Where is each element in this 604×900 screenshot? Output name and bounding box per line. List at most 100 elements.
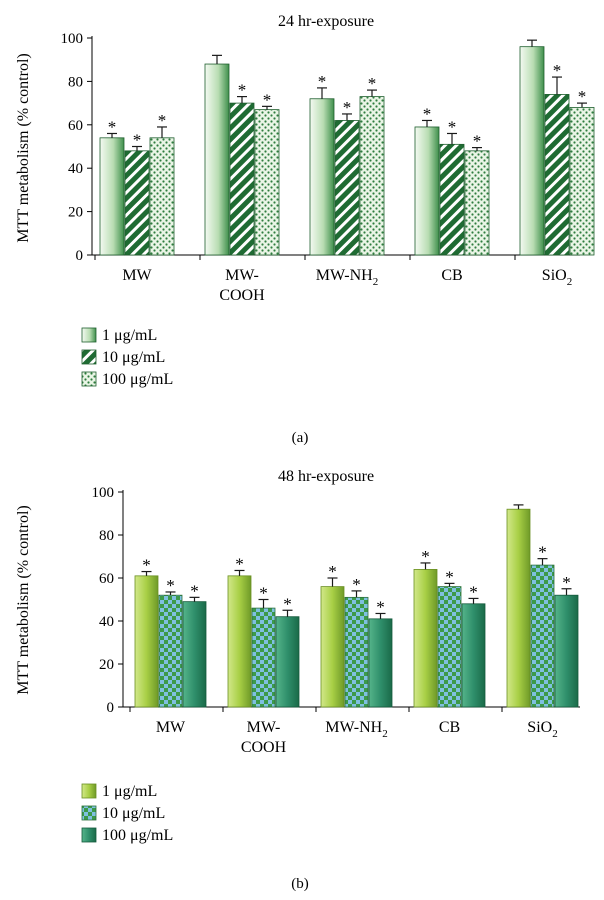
significance-marker: * bbox=[235, 554, 244, 573]
significance-marker: * bbox=[263, 90, 272, 109]
x-tick-label: SiO2 bbox=[527, 719, 557, 740]
bar bbox=[439, 143, 465, 256]
significance-marker: * bbox=[283, 594, 292, 613]
significance-marker: * bbox=[259, 584, 268, 603]
bar bbox=[544, 94, 570, 256]
y-tick-label: 80 bbox=[99, 528, 114, 544]
chart-24hr: 24 hr-exposure MTT metabolism (% control… bbox=[15, 13, 595, 446]
significance-marker: * bbox=[423, 104, 432, 123]
y-axis-label: MTT metabolism (% control) bbox=[15, 505, 32, 694]
y-tick-label: 60 bbox=[68, 118, 83, 134]
significance-marker: * bbox=[445, 567, 454, 586]
panel-label: (a) bbox=[292, 430, 309, 446]
significance-marker: * bbox=[343, 98, 352, 117]
y-tick-label: 80 bbox=[68, 74, 83, 90]
legend-label: 100 μg/mL bbox=[102, 371, 173, 388]
significance-marker: * bbox=[318, 72, 327, 91]
significance-marker: * bbox=[190, 581, 199, 600]
bar bbox=[414, 126, 440, 256]
significance-marker: * bbox=[142, 556, 151, 575]
x-tick-label: COOH bbox=[219, 287, 265, 304]
bar bbox=[464, 150, 490, 256]
x-tick-label: MW-NH2 bbox=[316, 267, 378, 288]
legend-label: 1 μg/mL bbox=[102, 327, 157, 344]
panel-label: (b) bbox=[291, 876, 309, 892]
chart-48hr: 48 hr-exposure MTT metabolism (% control… bbox=[15, 468, 580, 892]
y-tick-label: 20 bbox=[99, 657, 114, 673]
x-tick-label: MW- bbox=[247, 719, 281, 736]
significance-marker: * bbox=[553, 61, 562, 80]
bar bbox=[204, 63, 230, 256]
bar bbox=[368, 618, 393, 708]
significance-marker: * bbox=[352, 575, 361, 594]
y-tick-label: 40 bbox=[99, 614, 114, 630]
bar bbox=[530, 564, 555, 708]
bar bbox=[506, 508, 531, 708]
y-tick-label: 20 bbox=[68, 205, 83, 221]
significance-marker: * bbox=[473, 132, 482, 151]
legend-swatch bbox=[81, 327, 97, 343]
bar bbox=[309, 98, 335, 256]
x-tick-label: SiO2 bbox=[542, 267, 572, 288]
bar bbox=[519, 46, 545, 256]
bar bbox=[251, 607, 276, 708]
y-tick-label: 100 bbox=[92, 485, 115, 501]
bar bbox=[334, 120, 360, 256]
significance-marker: * bbox=[376, 597, 385, 616]
bar bbox=[569, 107, 595, 256]
x-tick-label: COOH bbox=[241, 739, 287, 756]
y-tick-label: 100 bbox=[61, 31, 84, 47]
y-tick-label: 0 bbox=[76, 248, 84, 264]
bar bbox=[99, 137, 125, 256]
significance-marker: * bbox=[238, 81, 247, 100]
x-tick-label: CB bbox=[441, 267, 462, 284]
bar bbox=[320, 586, 345, 708]
legend-swatch bbox=[81, 371, 97, 387]
significance-marker: * bbox=[469, 582, 478, 601]
legend-label: 10 μg/mL bbox=[102, 349, 165, 366]
significance-marker: * bbox=[538, 543, 547, 562]
significance-marker: * bbox=[133, 131, 142, 150]
x-tick-label: MW bbox=[122, 267, 152, 284]
significance-marker: * bbox=[108, 117, 117, 136]
bar bbox=[182, 601, 207, 708]
legend-swatch bbox=[81, 783, 97, 799]
x-tick-label: MW bbox=[156, 719, 186, 736]
bar bbox=[461, 603, 486, 708]
x-tick-label: CB bbox=[439, 719, 460, 736]
x-tick-label: MW-NH2 bbox=[325, 719, 387, 740]
y-tick-label: 40 bbox=[68, 161, 83, 177]
bar bbox=[149, 137, 175, 256]
x-tick-label: MW- bbox=[225, 267, 259, 284]
legend-swatch bbox=[81, 349, 97, 365]
significance-marker: * bbox=[158, 111, 167, 130]
bar bbox=[158, 594, 183, 708]
bar bbox=[554, 594, 579, 708]
significance-marker: * bbox=[562, 573, 571, 592]
significance-marker: * bbox=[368, 74, 377, 93]
y-tick-label: 60 bbox=[99, 571, 114, 587]
legend-label: 1 μg/mL bbox=[102, 783, 157, 800]
bar bbox=[229, 102, 255, 256]
significance-marker: * bbox=[421, 547, 430, 566]
bar bbox=[437, 586, 462, 708]
bar bbox=[254, 109, 280, 256]
chart-title: 24 hr-exposure bbox=[278, 13, 374, 30]
legend-label: 10 μg/mL bbox=[102, 805, 165, 822]
chart-title: 48 hr-exposure bbox=[278, 468, 374, 485]
bar bbox=[275, 616, 300, 708]
y-axis-label: MTT metabolism (% control) bbox=[15, 53, 32, 242]
significance-marker: * bbox=[166, 576, 175, 595]
bar bbox=[359, 96, 385, 256]
bar bbox=[134, 575, 159, 708]
legend-label: 100 μg/mL bbox=[102, 827, 173, 844]
legend-swatch bbox=[81, 805, 97, 821]
significance-marker: * bbox=[328, 562, 337, 581]
bar bbox=[344, 596, 369, 708]
y-tick-label: 0 bbox=[107, 700, 115, 716]
bar bbox=[227, 575, 252, 708]
significance-marker: * bbox=[578, 87, 587, 106]
bar bbox=[124, 150, 150, 256]
legend-swatch bbox=[81, 827, 97, 843]
